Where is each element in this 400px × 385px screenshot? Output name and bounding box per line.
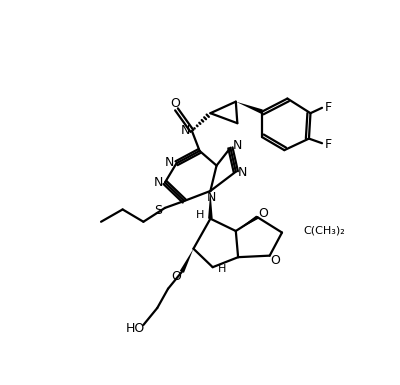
Text: O: O: [270, 254, 280, 267]
Text: N: N: [153, 176, 163, 189]
Polygon shape: [236, 216, 258, 231]
Text: N: N: [238, 166, 248, 179]
Polygon shape: [180, 249, 194, 273]
Text: H: H: [196, 210, 204, 220]
Text: N: N: [180, 124, 190, 137]
Text: H: H: [218, 264, 226, 274]
Text: HO: HO: [126, 322, 145, 335]
Text: C(CH₃)₂: C(CH₃)₂: [304, 226, 345, 236]
Text: F: F: [325, 101, 332, 114]
Text: N: N: [233, 139, 242, 152]
Text: N: N: [206, 191, 216, 204]
Text: O: O: [172, 270, 182, 283]
Text: O: O: [170, 97, 180, 110]
Text: F: F: [325, 138, 332, 151]
Polygon shape: [236, 102, 263, 114]
Text: O: O: [258, 207, 268, 220]
Polygon shape: [208, 191, 213, 219]
Text: S: S: [154, 204, 162, 218]
Text: N: N: [165, 156, 174, 169]
